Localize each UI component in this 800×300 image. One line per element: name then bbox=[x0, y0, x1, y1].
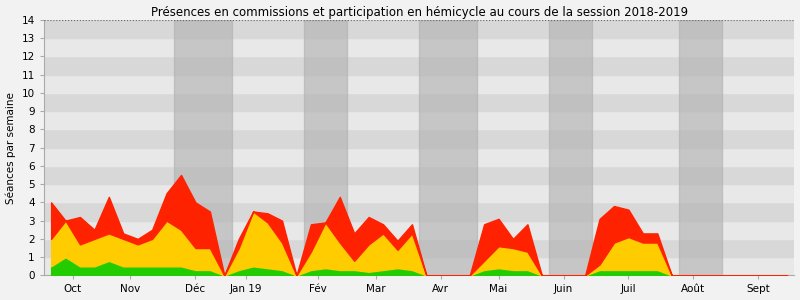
Bar bbox=[549, 20, 592, 275]
Bar bbox=[44, 20, 794, 38]
Bar bbox=[44, 220, 794, 239]
Title: Présences en commissions et participation en hémicycle au cours de la session 20: Présences en commissions et participatio… bbox=[150, 6, 688, 19]
Bar bbox=[44, 111, 794, 129]
Bar bbox=[44, 129, 794, 148]
Bar bbox=[174, 20, 231, 275]
Bar bbox=[44, 257, 794, 275]
Bar bbox=[679, 20, 722, 275]
Bar bbox=[44, 56, 794, 74]
Bar bbox=[44, 184, 794, 202]
Bar bbox=[304, 20, 347, 275]
Bar bbox=[44, 239, 794, 257]
Y-axis label: Séances par semaine: Séances par semaine bbox=[6, 92, 16, 203]
Bar bbox=[44, 202, 794, 220]
Bar bbox=[419, 20, 477, 275]
Bar bbox=[44, 166, 794, 184]
Bar bbox=[44, 74, 794, 93]
Bar bbox=[44, 148, 794, 166]
Bar bbox=[44, 93, 794, 111]
Bar bbox=[44, 38, 794, 56]
